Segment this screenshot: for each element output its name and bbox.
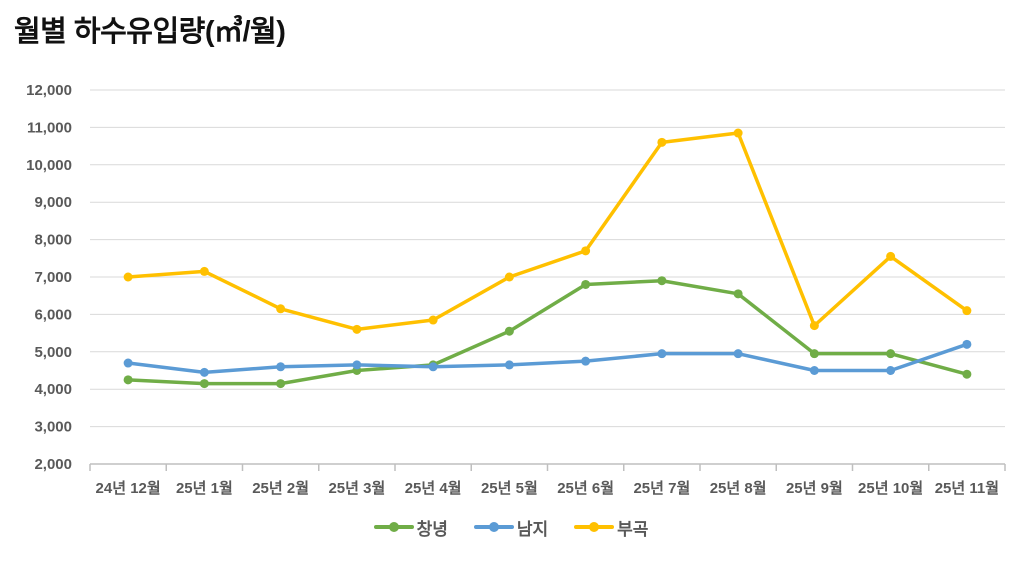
y-tick-label: 8,000 xyxy=(34,232,72,249)
y-tick-label: 10,000 xyxy=(26,157,72,174)
series-line xyxy=(126,131,969,332)
legend-item-0: 창녕 xyxy=(373,515,448,540)
x-category-label: 25년 5월 xyxy=(481,480,538,497)
x-category-label: 24년 12월 xyxy=(96,480,161,497)
data-point xyxy=(199,266,209,276)
x-category-label: 25년 1월 xyxy=(176,480,233,497)
chart-title: 월별 하수유입량(㎥/월) xyxy=(14,16,286,48)
data-point xyxy=(733,349,743,359)
data-point xyxy=(809,349,819,359)
data-point xyxy=(504,360,514,370)
data-point xyxy=(123,358,133,368)
data-point xyxy=(581,356,591,366)
y-tick-label: 12,000 xyxy=(26,82,72,99)
x-axis xyxy=(89,463,1006,471)
data-point xyxy=(276,304,286,314)
data-point xyxy=(352,360,362,370)
data-point xyxy=(962,339,972,349)
y-tick-label: 3,000 xyxy=(34,419,72,436)
legend-item-1: 남지 xyxy=(473,515,549,540)
x-category-label: 25년 10월 xyxy=(858,480,923,497)
series-1-남지 xyxy=(123,339,972,377)
y-tick-label: 4,000 xyxy=(34,381,72,398)
legend-item-2: 부곡 xyxy=(574,515,648,540)
chart-legend: 창녕 남지 부곡 xyxy=(0,512,1022,542)
x-category-label: 25년 3월 xyxy=(328,480,385,497)
data-point xyxy=(657,349,667,359)
data-point xyxy=(962,306,972,316)
data-point xyxy=(123,272,133,282)
data-point xyxy=(276,362,286,372)
series-line xyxy=(126,342,969,375)
data-point xyxy=(809,321,819,331)
x-category-label: 25년 4월 xyxy=(405,480,462,497)
data-point xyxy=(581,246,591,256)
data-point xyxy=(276,379,286,389)
data-point xyxy=(504,326,514,336)
data-point xyxy=(581,279,591,289)
series-2-부곡 xyxy=(123,128,972,334)
data-point xyxy=(123,375,133,385)
x-axis-category-labels: 24년 12월 25년 1월 25년 2월 25년 3월 25년 4월 25년 5월 25년… xyxy=(96,480,999,497)
y-tick-label: 5,000 xyxy=(34,344,72,361)
x-category-label: 25년 6월 xyxy=(557,480,614,497)
legend-line-dot-icon xyxy=(574,520,615,534)
legend-label: 창녕 xyxy=(416,519,448,539)
data-point xyxy=(428,315,438,325)
y-tick-label: 6,000 xyxy=(34,306,72,323)
data-point xyxy=(199,367,209,377)
series-0-창녕 xyxy=(123,276,972,389)
x-category-label: 25년 7월 xyxy=(633,480,690,497)
x-category-label: 25년 11월 xyxy=(935,480,999,497)
y-tick-label: 7,000 xyxy=(34,269,72,286)
gridlines xyxy=(90,89,1005,428)
legend-label: 남지 xyxy=(516,519,549,539)
legend-label: 부곡 xyxy=(617,519,649,539)
y-axis-tick-labels: 2,000 3,000 4,000 5,000 6,000 7,000 8,000 9,000… xyxy=(26,82,72,473)
data-point xyxy=(352,324,362,334)
data-point xyxy=(733,289,743,299)
legend-line-dot-icon xyxy=(373,520,414,534)
x-category-label: 25년 8월 xyxy=(710,480,767,497)
series-line xyxy=(126,278,969,386)
data-point xyxy=(657,276,667,286)
data-point xyxy=(504,272,514,282)
y-tick-label: 9,000 xyxy=(34,194,72,211)
x-category-label: 25년 9월 xyxy=(786,480,843,497)
data-point xyxy=(657,137,667,147)
data-point xyxy=(886,366,896,375)
y-tick-label: 2,000 xyxy=(34,456,72,473)
data-point xyxy=(733,128,743,138)
data-point xyxy=(886,349,896,359)
x-category-label: 25년 2월 xyxy=(252,480,309,497)
data-point xyxy=(886,251,896,261)
data-point xyxy=(962,369,972,379)
data-point xyxy=(428,362,438,372)
data-point xyxy=(809,366,819,375)
legend-line-dot-icon xyxy=(473,520,514,534)
data-point xyxy=(199,379,209,389)
y-tick-label: 11,000 xyxy=(27,119,72,136)
